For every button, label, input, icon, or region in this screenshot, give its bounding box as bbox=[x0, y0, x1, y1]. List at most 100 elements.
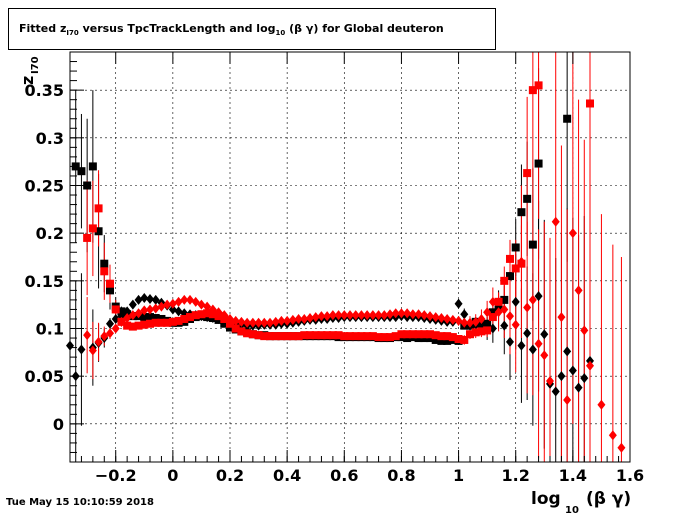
red-diamond-marker bbox=[260, 317, 269, 328]
red-square-marker bbox=[266, 332, 274, 341]
red-diamond-marker bbox=[203, 301, 212, 312]
red-diamond-marker bbox=[511, 319, 520, 330]
red-diamond-marker bbox=[580, 325, 589, 336]
red-diamond-marker bbox=[214, 307, 223, 318]
red-diamond-marker bbox=[557, 312, 566, 323]
red-square-marker bbox=[454, 335, 463, 343]
red-diamond-marker bbox=[517, 256, 526, 267]
red-square-marker bbox=[328, 331, 337, 340]
red-diamond-marker bbox=[460, 317, 469, 328]
red-square-marker bbox=[106, 279, 114, 288]
black-diamond-marker bbox=[77, 344, 86, 355]
red-square-marker bbox=[248, 330, 257, 339]
red-square-marker bbox=[163, 318, 172, 327]
black-diamond-marker bbox=[540, 329, 549, 340]
x-tick-label: 0.8 bbox=[387, 466, 415, 485]
x-tick-label: 0 bbox=[167, 466, 178, 485]
y-axis-label: z bbox=[18, 76, 37, 85]
red-square-marker bbox=[471, 328, 480, 337]
red-diamond-marker bbox=[294, 313, 303, 324]
black-square-marker bbox=[88, 162, 97, 171]
red-diamond-marker bbox=[357, 310, 366, 321]
red-diamond-marker bbox=[374, 310, 383, 321]
red-square-marker bbox=[191, 311, 200, 320]
red-diamond-marker bbox=[563, 395, 572, 406]
red-square-marker bbox=[306, 331, 314, 340]
red-diamond-marker bbox=[466, 317, 474, 328]
red-square-marker bbox=[511, 264, 520, 273]
red-diamond-marker bbox=[437, 313, 446, 324]
red-diamond-marker bbox=[191, 296, 200, 307]
black-square-marker bbox=[106, 286, 114, 295]
red-diamond-marker bbox=[226, 313, 234, 324]
red-diamond-marker bbox=[111, 323, 120, 334]
red-diamond-marker bbox=[617, 442, 626, 453]
red-square-marker bbox=[231, 324, 240, 333]
red-square-marker bbox=[500, 276, 509, 285]
y-tick-label: 0.35 bbox=[25, 81, 64, 100]
red-square-marker bbox=[134, 321, 143, 330]
red-square-marker bbox=[237, 327, 246, 336]
red-diamond-marker bbox=[597, 399, 606, 410]
y-tick-label: 0.15 bbox=[25, 272, 64, 291]
red-diamond-marker bbox=[608, 430, 617, 441]
red-diamond-marker bbox=[408, 309, 417, 320]
title-sub-i70: I70 bbox=[66, 29, 79, 38]
black-diamond-marker bbox=[123, 306, 132, 317]
red-square-marker bbox=[528, 86, 537, 95]
black-square-marker bbox=[94, 227, 103, 236]
red-square-marker bbox=[431, 331, 440, 340]
red-diamond-marker bbox=[334, 310, 343, 321]
red-square-marker bbox=[426, 330, 434, 339]
red-square-marker bbox=[294, 332, 303, 341]
y-tick-label: 0.3 bbox=[36, 129, 64, 148]
red-diamond-marker bbox=[494, 307, 503, 318]
red-square-marker bbox=[151, 318, 160, 327]
red-square-marker bbox=[300, 331, 309, 340]
red-diamond-marker bbox=[448, 314, 457, 325]
x-axis-label-tail: (β γ) bbox=[586, 489, 631, 509]
black-diamond-marker bbox=[511, 296, 520, 307]
red-square-marker bbox=[488, 313, 497, 322]
red-diamond-marker bbox=[208, 304, 217, 315]
red-diamond-marker bbox=[586, 360, 594, 371]
red-square-marker bbox=[391, 332, 400, 341]
red-square-marker bbox=[283, 332, 292, 341]
red-diamond-marker bbox=[106, 328, 114, 339]
red-diamond-marker bbox=[346, 310, 354, 321]
red-square-marker bbox=[414, 330, 423, 339]
black-square-marker bbox=[528, 240, 537, 249]
red-square-marker bbox=[403, 330, 412, 339]
red-diamond-marker bbox=[300, 313, 309, 324]
red-square-marker bbox=[88, 224, 97, 233]
red-square-marker bbox=[368, 332, 377, 341]
black-square-marker bbox=[437, 336, 446, 345]
black-square-marker bbox=[523, 194, 532, 203]
red-square-marker bbox=[397, 330, 406, 339]
black-diamond-marker bbox=[557, 371, 566, 382]
red-square-marker bbox=[83, 233, 92, 242]
red-square-marker bbox=[448, 333, 457, 342]
x-tick-label: 0.6 bbox=[330, 466, 358, 485]
red-diamond-marker bbox=[351, 310, 360, 321]
black-square-marker bbox=[506, 272, 514, 281]
plot-frame bbox=[69, 51, 631, 463]
red-diamond-marker bbox=[140, 305, 149, 316]
red-square-marker bbox=[323, 331, 332, 340]
red-diamond-marker bbox=[363, 310, 372, 321]
black-diamond-marker bbox=[168, 304, 177, 315]
red-diamond-marker bbox=[134, 308, 143, 319]
red-square-marker bbox=[466, 330, 474, 339]
red-diamond-marker bbox=[288, 314, 297, 325]
error-bars bbox=[69, 52, 622, 462]
red-diamond-marker bbox=[248, 317, 257, 328]
red-square-marker bbox=[386, 333, 394, 342]
red-diamond-marker bbox=[506, 311, 514, 322]
black-diamond-marker bbox=[151, 294, 160, 305]
data-markers bbox=[66, 81, 626, 453]
red-square-marker bbox=[437, 332, 446, 341]
black-diamond-marker bbox=[563, 346, 572, 357]
x-axis-label-sub: 10 bbox=[565, 505, 579, 514]
title-suffix: (β γ) for Global deuteron bbox=[289, 22, 444, 35]
red-diamond-marker bbox=[317, 311, 326, 322]
